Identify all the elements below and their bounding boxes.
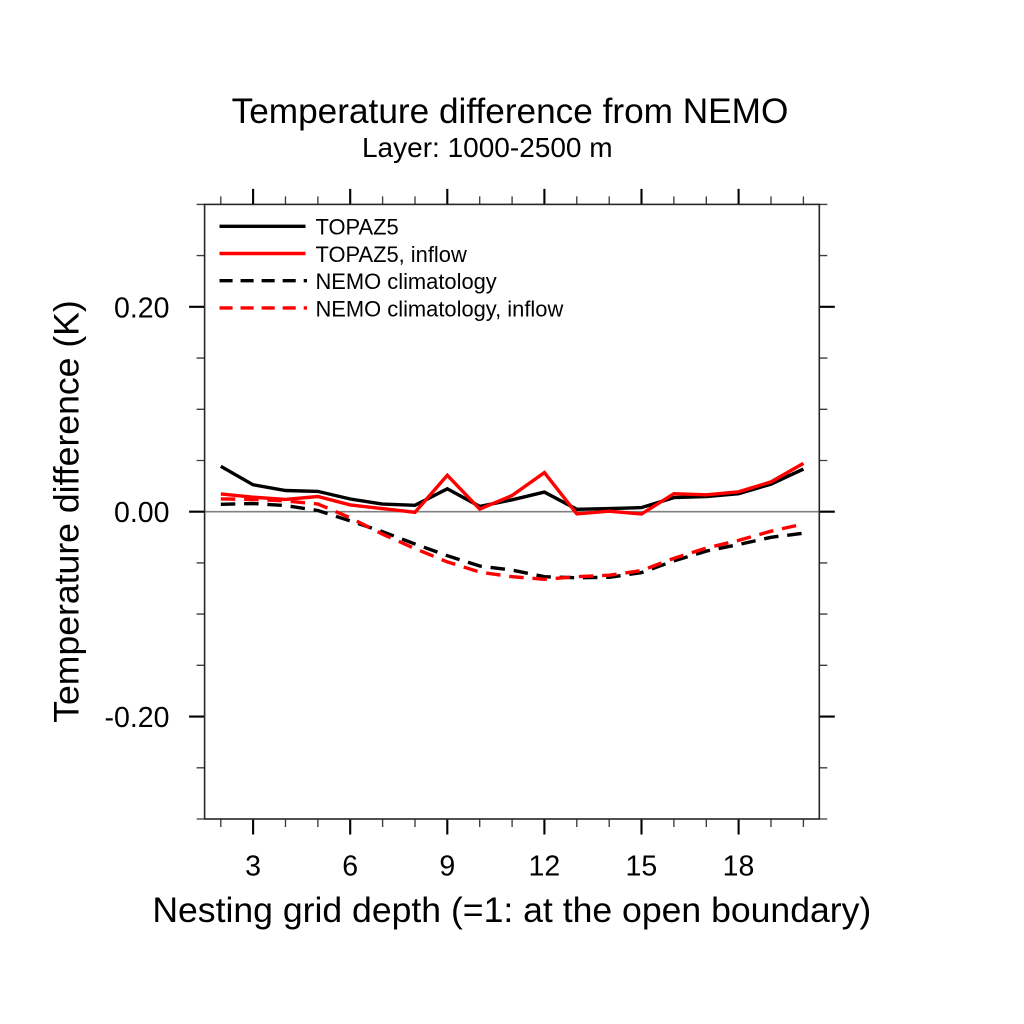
svg-text:NEMO climatology, inflow: NEMO climatology, inflow xyxy=(316,296,564,321)
svg-text:3: 3 xyxy=(245,850,261,882)
svg-text:Temperature difference (K): Temperature difference (K) xyxy=(47,300,87,723)
svg-text:12: 12 xyxy=(529,850,561,882)
svg-text:0.20: 0.20 xyxy=(114,292,169,324)
svg-text:Temperature difference from NE: Temperature difference from NEMO xyxy=(232,92,789,131)
svg-text:-0.20: -0.20 xyxy=(105,702,170,734)
svg-text:TOPAZ5, inflow: TOPAZ5, inflow xyxy=(316,242,467,267)
svg-text:TOPAZ5: TOPAZ5 xyxy=(316,215,399,240)
svg-text:0.00: 0.00 xyxy=(114,497,169,529)
svg-text:NEMO climatology: NEMO climatology xyxy=(316,269,497,294)
svg-text:6: 6 xyxy=(342,850,358,882)
svg-text:9: 9 xyxy=(439,850,455,882)
svg-text:15: 15 xyxy=(626,850,658,882)
svg-text:18: 18 xyxy=(723,850,755,882)
svg-text:Layer: 1000-2500 m: Layer: 1000-2500 m xyxy=(362,132,613,163)
svg-text:Nesting grid depth (=1: at the: Nesting grid depth (=1: at the open boun… xyxy=(152,890,871,930)
